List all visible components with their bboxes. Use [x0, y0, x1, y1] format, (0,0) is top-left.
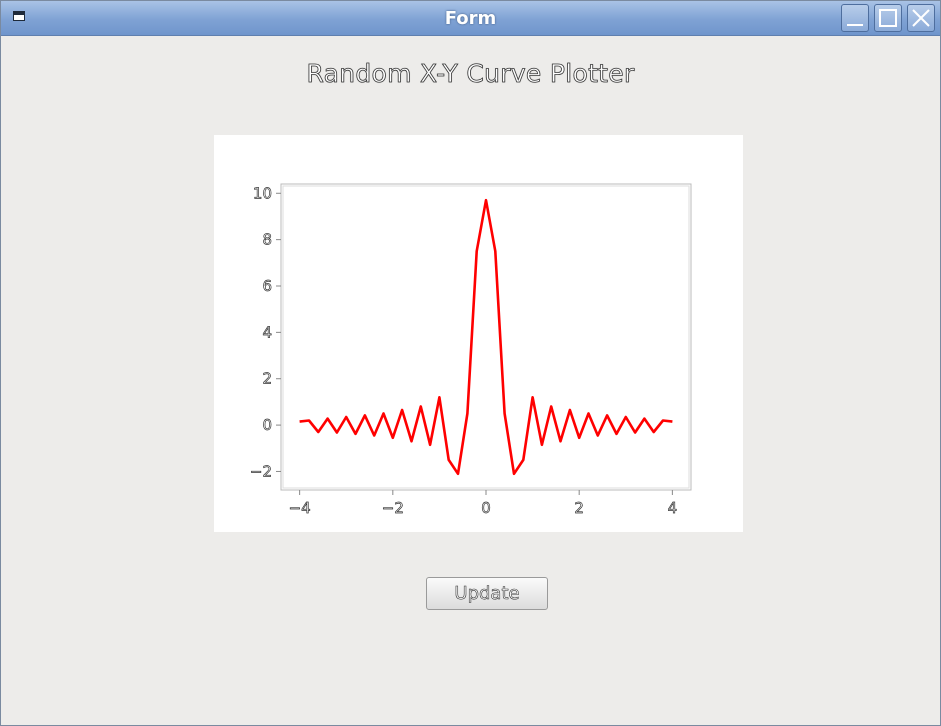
y-tick-label: 6 — [262, 277, 272, 295]
page-heading: Random X-Y Curve Plotter — [306, 59, 635, 89]
axes-frame — [280, 183, 692, 491]
y-tick-label: 10 — [253, 184, 272, 202]
y-tick-label: 0 — [262, 416, 272, 434]
x-tick-label: 4 — [668, 499, 678, 517]
x-tick-label: −2 — [382, 499, 404, 517]
x-tick-label: 0 — [481, 499, 491, 517]
update-button[interactable]: Update — [426, 577, 548, 610]
window-menu-icon[interactable] — [13, 11, 25, 21]
y-tick-label: 2 — [262, 370, 272, 388]
x-tick-label: −4 — [289, 499, 311, 517]
xy-curve-chart: −4 −2 0 2 4 −2 0 2 4 6 8 10 — [250, 183, 692, 517]
close-icon — [912, 9, 930, 27]
y-tick-label: −2 — [250, 462, 272, 480]
y-tick-label: 4 — [262, 323, 272, 341]
minimize-icon — [847, 24, 863, 26]
window-title: Form — [444, 8, 497, 29]
plot-canvas: −4 −2 0 2 4 −2 0 2 4 6 8 10 — [214, 135, 743, 532]
curve-line — [299, 198, 673, 476]
y-tick-label: 8 — [262, 231, 272, 249]
axes-inner-frame — [282, 185, 690, 489]
close-button[interactable] — [907, 4, 935, 32]
minimize-button[interactable] — [841, 4, 869, 32]
maximize-icon — [879, 9, 897, 27]
x-tick-label: 2 — [574, 499, 584, 517]
title-bar[interactable]: Form — [1, 1, 940, 36]
maximize-button[interactable] — [874, 4, 902, 32]
